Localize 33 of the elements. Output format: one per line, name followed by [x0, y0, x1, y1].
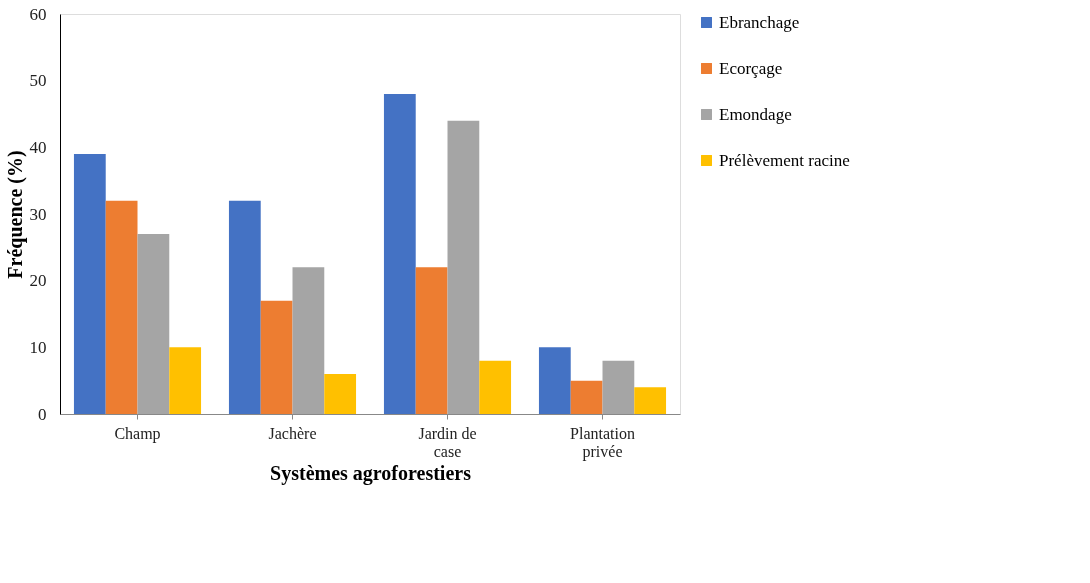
y-tick-label: 20 — [29, 271, 47, 291]
x-tick-label: Jachère — [268, 424, 317, 442]
bar — [538, 347, 571, 414]
bar — [479, 360, 512, 414]
legend-label: Prélèvement racine — [719, 150, 850, 170]
bar — [73, 154, 106, 414]
bar — [383, 94, 416, 414]
y-tick-label: 40 — [29, 137, 47, 157]
bar — [415, 267, 448, 414]
y-axis-title: Fréquence (%) — [3, 150, 27, 279]
bar — [324, 374, 357, 414]
legend-label: Ecorçage — [719, 58, 783, 78]
bar — [169, 347, 202, 414]
x-tick-label: Champ — [114, 424, 161, 443]
y-tick-label: 60 — [29, 4, 47, 24]
bar — [228, 200, 261, 414]
y-tick-label: 50 — [29, 71, 47, 91]
bar — [292, 267, 325, 414]
legend-label: Ebranchage — [719, 12, 800, 32]
bar — [602, 360, 635, 414]
x-tick-label: Plantation privée — [570, 424, 635, 461]
bar — [570, 380, 603, 414]
legend-label: Emondage — [719, 104, 792, 124]
x-tick-label: Jardin de case — [418, 424, 477, 460]
bar — [260, 300, 293, 414]
bar — [137, 234, 170, 414]
bar — [447, 120, 480, 414]
bar — [634, 387, 667, 414]
y-tick-label: 30 — [29, 204, 47, 224]
bar — [105, 200, 138, 414]
y-tick-label: 0 — [38, 404, 47, 424]
x-axis-title: Systèmes agroforestiers — [270, 461, 472, 485]
y-tick-label: 10 — [29, 337, 47, 357]
